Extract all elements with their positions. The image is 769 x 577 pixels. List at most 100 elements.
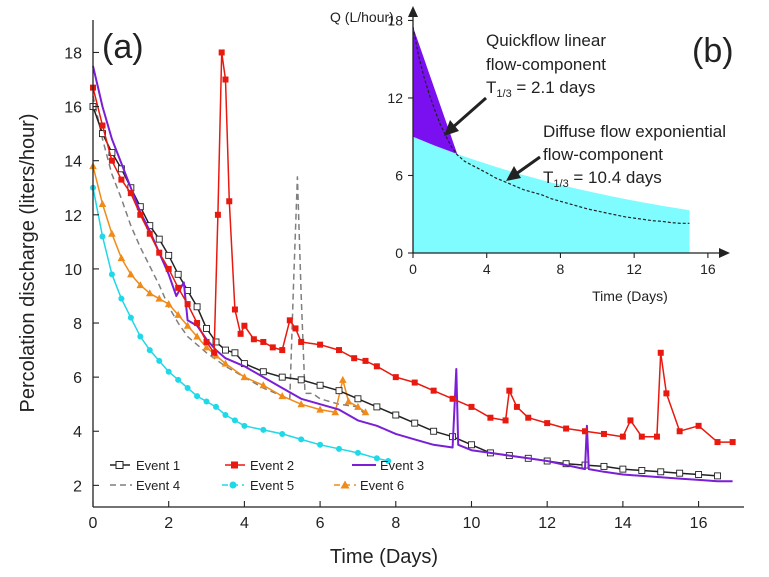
annotation-quickflow-arrowhead <box>444 120 459 136</box>
data-point-event-1 <box>638 467 646 474</box>
annotation-diffuse-arrow <box>515 155 541 176</box>
data-point-event-2 <box>203 338 210 345</box>
panel-b-y-axis-arrow <box>408 6 418 17</box>
data-point-event-6 <box>145 289 154 297</box>
data-point-event-1 <box>316 381 324 389</box>
series-event-6 <box>89 162 370 416</box>
panel-a-x-tick-label: 14 <box>614 515 632 532</box>
data-point-event-1 <box>165 251 173 259</box>
panel-a-letter: (a) <box>102 28 144 66</box>
data-point-event-2 <box>118 176 125 183</box>
data-point-event-5 <box>165 368 172 375</box>
data-point-event-2 <box>544 420 551 427</box>
panel-b-y-axis-title: Q (L/hour) <box>330 9 394 25</box>
data-point-event-5 <box>231 417 238 424</box>
panel-b-x-tick-label: 16 <box>700 261 716 277</box>
data-point-event-6 <box>193 332 201 340</box>
data-point-event-5 <box>279 430 286 437</box>
data-point-event-2 <box>156 249 163 256</box>
data-point-event-2 <box>506 387 513 394</box>
annotation-quickflow-line3: T1/3 = 2.1 days <box>486 78 595 100</box>
data-point-event-2 <box>729 439 736 446</box>
data-point-event-6 <box>108 229 116 237</box>
data-point-event-2 <box>317 341 324 348</box>
data-point-event-1 <box>99 130 106 138</box>
data-point-event-6 <box>354 402 362 410</box>
data-point-event-6 <box>98 199 107 207</box>
data-point-event-2 <box>411 379 418 386</box>
data-point-event-1 <box>430 427 438 435</box>
panel-a-x-tick-label: 4 <box>240 515 249 532</box>
legend-label-event-5: Event 5 <box>250 478 294 493</box>
data-point-event-2 <box>231 306 238 313</box>
annotation-diffuse: Diffuse flow exponiential flow-component… <box>506 122 726 190</box>
data-point-event-2 <box>260 338 267 345</box>
data-point-event-2 <box>175 284 182 291</box>
panel-b-areas <box>413 26 690 253</box>
data-point-event-1 <box>212 338 220 346</box>
series-line-event-3 <box>92 65 733 483</box>
data-point-event-1 <box>676 469 684 477</box>
legend-item-event-6: Event 6 <box>334 478 404 493</box>
panel-a-y-tick-label: 14 <box>64 154 82 171</box>
data-point-event-5 <box>317 441 324 448</box>
legend-item-event-3: Event 3 <box>352 458 424 473</box>
data-point-event-2 <box>214 211 221 218</box>
data-point-event-2 <box>226 198 233 205</box>
data-point-event-6 <box>183 321 192 329</box>
data-point-event-5 <box>99 233 106 240</box>
panel-a-y-tick-label: 10 <box>64 262 82 279</box>
data-point-event-5 <box>298 436 305 443</box>
panel-b-x-axis-arrow <box>719 248 730 258</box>
data-point-event-2 <box>362 357 369 364</box>
data-point-event-5 <box>184 384 191 391</box>
data-point-event-1 <box>619 465 627 473</box>
data-point-event-2 <box>211 349 218 356</box>
annotation-quickflow: Quickflow linear flow-component T1/3 = 2… <box>444 31 606 136</box>
legend-label-event-1: Event 1 <box>136 458 180 473</box>
data-point-event-6 <box>136 281 145 289</box>
legend-label-event-6: Event 6 <box>360 478 404 493</box>
data-point-event-2 <box>563 425 570 432</box>
panel-a-y-tick-label: 16 <box>64 100 82 117</box>
panel-b-x-tick-label: 12 <box>626 261 642 277</box>
diffuse-flow-area <box>413 136 690 253</box>
data-point-event-1 <box>411 419 419 427</box>
data-point-event-6 <box>316 405 324 413</box>
data-point-event-2 <box>194 320 201 327</box>
data-point-event-6 <box>361 408 370 416</box>
panel-b-y-tick-label: 18 <box>387 12 403 28</box>
data-point-event-2 <box>695 422 702 429</box>
data-point-event-6 <box>117 254 126 262</box>
panel-a-y-tick-label: 12 <box>64 208 82 225</box>
data-point-event-2 <box>286 317 293 324</box>
data-point-event-2 <box>653 433 660 440</box>
data-point-event-2 <box>292 325 299 332</box>
data-point-event-5 <box>118 295 125 302</box>
data-point-event-6 <box>164 300 173 308</box>
data-point-event-2 <box>619 433 626 440</box>
legend-label-event-2: Event 2 <box>250 458 294 473</box>
data-point-event-6 <box>259 381 268 389</box>
data-point-event-2 <box>600 430 607 437</box>
data-point-event-1 <box>174 270 182 278</box>
data-point-event-5 <box>260 426 267 433</box>
data-point-event-1 <box>155 235 163 243</box>
panel-b-y-tick-label: 0 <box>395 245 403 261</box>
data-point-event-5 <box>336 445 343 452</box>
data-point-event-2 <box>627 417 634 424</box>
panel-a-x-tick-label: 12 <box>538 515 556 532</box>
annotation-diffuse-line1: Diffuse flow exponiential <box>543 122 726 141</box>
data-point-event-2 <box>657 349 664 356</box>
data-point-event-2 <box>137 211 144 218</box>
panel-a-y-axis-title: Percolation discharge (liters/hour) <box>17 113 39 412</box>
panel-b-y-tick-label: 12 <box>387 90 403 106</box>
quickflow-area <box>413 26 458 154</box>
data-point-event-2 <box>298 338 305 345</box>
data-point-event-2 <box>638 433 645 440</box>
data-point-event-2 <box>184 301 191 308</box>
data-point-event-2 <box>250 336 257 343</box>
panel-a-y-tick-label: 18 <box>64 45 82 62</box>
data-point-event-5 <box>127 314 134 321</box>
